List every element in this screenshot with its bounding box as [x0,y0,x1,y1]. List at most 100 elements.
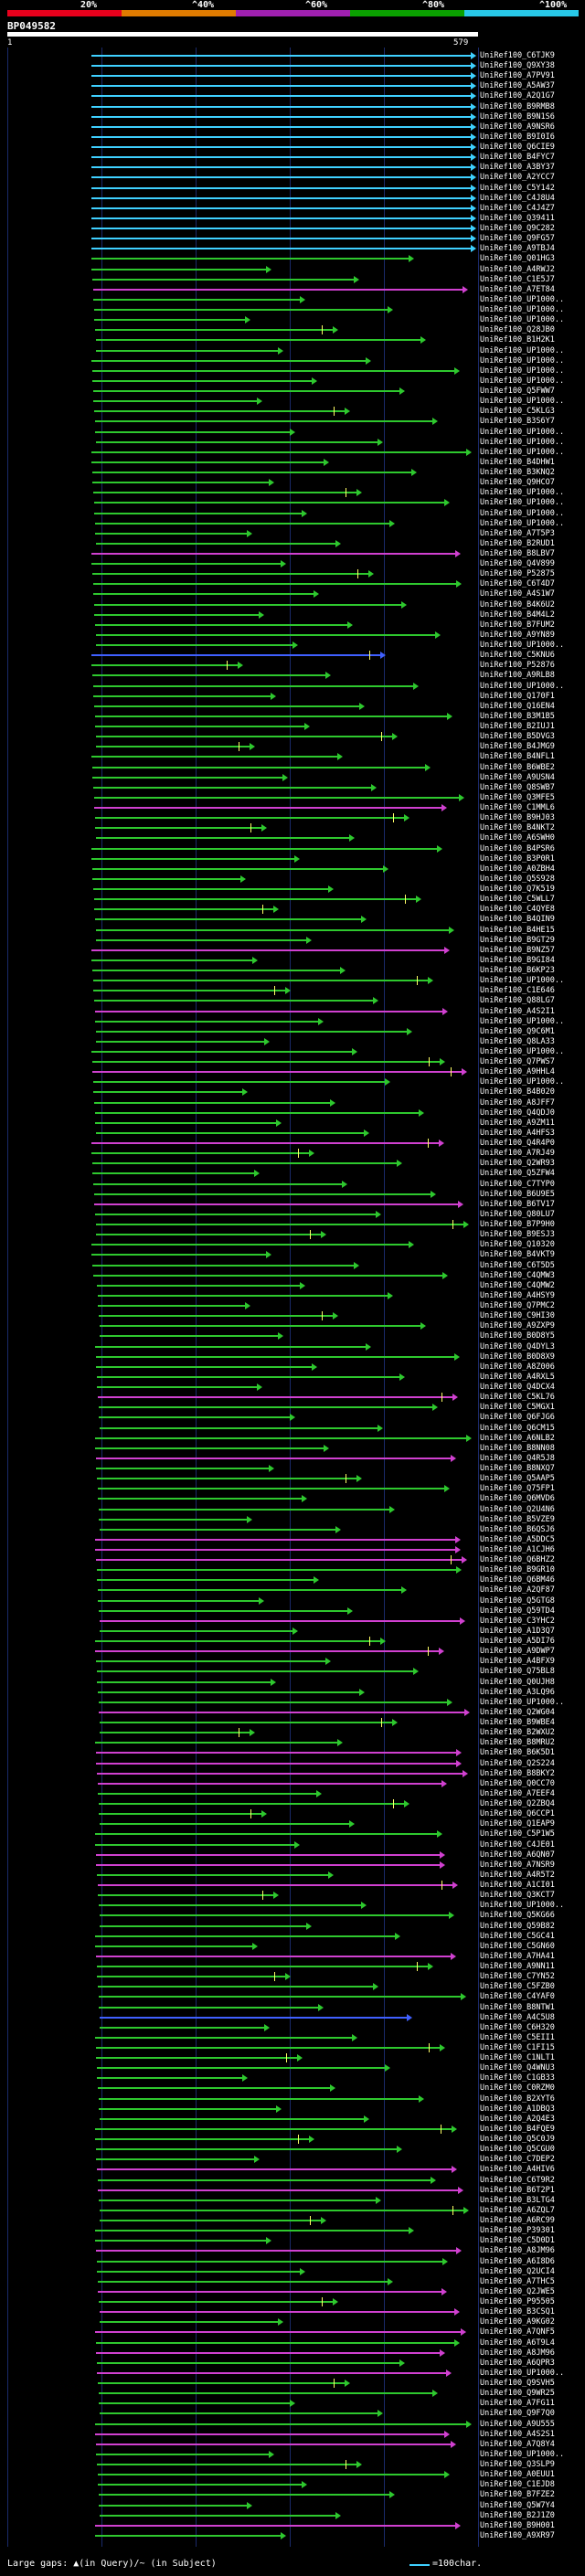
hit-row[interactable]: UniRef100_A9KG02 [0,2317,585,2327]
hit-id-label[interactable]: UniRef100_A5AW37 [480,81,555,91]
hit-id-label[interactable]: UniRef100_B7FUM2 [480,620,555,630]
hit-row[interactable]: UniRef100_A4S2S1 [0,2430,585,2439]
hit-row[interactable]: UniRef100_C1NLT1 [0,2053,585,2063]
hit-row[interactable]: UniRef100_UP1000.. [0,1901,585,1910]
hit-row[interactable]: UniRef100_B4M4L2 [0,610,585,620]
hit-row[interactable]: UniRef100_UP1000.. [0,448,585,457]
hit-row[interactable]: UniRef100_A9U555 [0,2420,585,2429]
hit-row[interactable]: UniRef100_A8JFF7 [0,1098,585,1108]
hit-id-label[interactable]: UniRef100_Q9WR25 [480,2389,555,2399]
hit-id-label[interactable]: UniRef100_A7NSR9 [480,1860,555,1870]
hit-id-label[interactable]: UniRef100_Q9C282 [480,224,555,234]
hit-id-label[interactable]: UniRef100_Q9C6M1 [480,1026,555,1036]
hit-id-label[interactable]: UniRef100_A7FG11 [480,2399,555,2409]
hit-id-label[interactable]: UniRef100_A9USN4 [480,772,555,782]
hit-row[interactable]: UniRef100_C6T5D5 [0,1261,585,1270]
hit-row[interactable]: UniRef100_C4QYE8 [0,905,585,915]
hit-row[interactable]: UniRef100_B2IUJ1 [0,722,585,731]
hit-id-label[interactable]: UniRef100_A0ZBH4 [480,864,555,874]
hit-row[interactable]: UniRef100_P39301 [0,2226,585,2235]
hit-id-label[interactable]: UniRef100_C6T4D7 [480,579,555,589]
hit-row[interactable]: UniRef100_A9ZXP9 [0,1321,585,1330]
hit-id-label[interactable]: UniRef100_Q3SLP9 [480,2460,555,2470]
hit-row[interactable]: UniRef100_Q4DCX4 [0,1383,585,1392]
hit-id-label[interactable]: UniRef100_Q5C0J9 [480,2135,555,2145]
hit-row[interactable]: UniRef100_A9XR97 [0,2531,585,2540]
hit-id-label[interactable]: UniRef100_A4HFS3 [480,1128,555,1138]
hit-row[interactable]: UniRef100_B0D8Y5 [0,1331,585,1341]
hit-row[interactable]: UniRef100_Q5KG66 [0,1911,585,1920]
hit-id-label[interactable]: UniRef100_B8LBV7 [480,549,555,558]
hit-row[interactable]: UniRef100_B9WBE4 [0,1718,585,1728]
hit-row[interactable]: UniRef100_A7HA41 [0,1952,585,1961]
hit-id-label[interactable]: UniRef100_UP1000.. [480,2449,565,2459]
hit-id-label[interactable]: UniRef100_A1DBQ3 [480,2104,555,2114]
hit-id-label[interactable]: UniRef100_A9ZM11 [480,1118,555,1128]
hit-row[interactable]: UniRef100_A2Q1G7 [0,91,585,101]
hit-id-label[interactable]: UniRef100_C5EII1 [480,2032,555,2042]
hit-id-label[interactable]: UniRef100_UP1000.. [480,1077,565,1087]
hit-id-label[interactable]: UniRef100_C5KLG3 [480,407,555,417]
hit-id-label[interactable]: UniRef100_UP1000.. [480,315,565,325]
hit-row[interactable]: UniRef100_B6KP23 [0,966,585,975]
hit-id-label[interactable]: UniRef100_C5WLL7 [480,895,555,905]
hit-row[interactable]: UniRef100_B9GR10 [0,1565,585,1574]
hit-row[interactable]: UniRef100_Q6CM15 [0,1424,585,1433]
hit-id-label[interactable]: UniRef100_C7YN52 [480,1972,555,1982]
hit-row[interactable]: UniRef100_Q1EAP9 [0,1819,585,1829]
hit-id-label[interactable]: UniRef100_A4S2I1 [480,1006,555,1016]
hit-id-label[interactable]: UniRef100_Q16EN4 [480,701,555,711]
hit-id-label[interactable]: UniRef100_UP1000.. [480,447,565,457]
hit-row[interactable]: UniRef100_A4BFX9 [0,1657,585,1666]
hit-id-label[interactable]: UniRef100_B6KP23 [480,966,555,976]
hit-id-label[interactable]: UniRef100_Q3KCT7 [480,1891,555,1901]
hit-row[interactable]: UniRef100_C4J4Z7 [0,204,585,213]
hit-row[interactable]: UniRef100_C4J8U4 [0,194,585,203]
hit-row[interactable]: UniRef100_C1GB33 [0,2073,585,2083]
hit-id-label[interactable]: UniRef100_Q10320 [480,1240,555,1250]
hit-row[interactable]: UniRef100_B8LBV7 [0,549,585,558]
hit-id-label[interactable]: UniRef100_Q4QDJ0 [480,1108,555,1118]
hit-row[interactable]: UniRef100_A8Z006 [0,1362,585,1372]
hit-row[interactable]: UniRef100_C4QMW2 [0,1281,585,1290]
hit-row[interactable]: UniRef100_A2QF87 [0,1585,585,1595]
hit-id-label[interactable]: UniRef100_A4BFX9 [480,1657,555,1667]
hit-id-label[interactable]: UniRef100_A6QN07 [480,1850,555,1860]
hit-id-label[interactable]: UniRef100_Q2ZBQ4 [480,1799,555,1809]
hit-row[interactable]: UniRef100_B4DHW1 [0,458,585,467]
hit-row[interactable]: UniRef100_Q9XY38 [0,61,585,70]
hit-id-label[interactable]: UniRef100_A9TBJ4 [480,244,555,254]
hit-id-label[interactable]: UniRef100_Q7PWS7 [480,1057,555,1067]
hit-row[interactable]: UniRef100_UP1000.. [0,315,585,324]
hit-row[interactable]: UniRef100_C5Y142 [0,184,585,193]
hit-id-label[interactable]: UniRef100_UP1000.. [480,498,565,508]
hit-id-label[interactable]: UniRef100_A7EEF4 [480,1788,555,1798]
hit-row[interactable]: UniRef100_A9NN11 [0,1962,585,1972]
hit-id-label[interactable]: UniRef100_C5GN60 [480,1941,555,1951]
hit-row[interactable]: UniRef100_UP1000.. [0,397,585,406]
hit-row[interactable]: UniRef100_Q2ZBQ4 [0,1799,585,1809]
hit-id-label[interactable]: UniRef100_C7TYP0 [480,1179,555,1189]
hit-row[interactable]: UniRef100_A4C5U8 [0,2013,585,2022]
hit-row[interactable]: UniRef100_Q6FJG6 [0,1413,585,1422]
hit-row[interactable]: UniRef100_C5GN60 [0,1942,585,1951]
hit-id-label[interactable]: UniRef100_Q9SVH5 [480,2379,555,2389]
hit-row[interactable]: UniRef100_Q4R5J8 [0,1454,585,1463]
hit-row[interactable]: UniRef100_A7THC5 [0,2277,585,2286]
hit-row[interactable]: UniRef100_A6T9L4 [0,2338,585,2348]
hit-row[interactable]: UniRef100_B2XYT6 [0,2094,585,2104]
hit-id-label[interactable]: UniRef100_A9KG02 [480,2317,555,2327]
hit-id-label[interactable]: UniRef100_A7T5P3 [480,528,555,538]
hit-id-label[interactable]: UniRef100_C5KNU6 [480,651,555,661]
hit-id-label[interactable]: UniRef100_Q7PMC2 [480,1301,555,1311]
hit-row[interactable]: UniRef100_B4FYC7 [0,153,585,162]
hit-row[interactable]: UniRef100_A6RC99 [0,2216,585,2226]
hit-row[interactable]: UniRef100_A5DDC5 [0,1535,585,1544]
hit-row[interactable]: UniRef100_UP1000.. [0,682,585,691]
hit-row[interactable]: UniRef100_B8BKY2 [0,1769,585,1778]
hit-row[interactable]: UniRef100_C6T9R2 [0,2176,585,2185]
hit-id-label[interactable]: UniRef100_B4JMG9 [480,742,555,752]
hit-row[interactable]: UniRef100_A6QPR3 [0,2359,585,2368]
hit-row[interactable]: UniRef100_B3P0R1 [0,854,585,864]
hit-row[interactable]: UniRef100_B4HE15 [0,926,585,935]
